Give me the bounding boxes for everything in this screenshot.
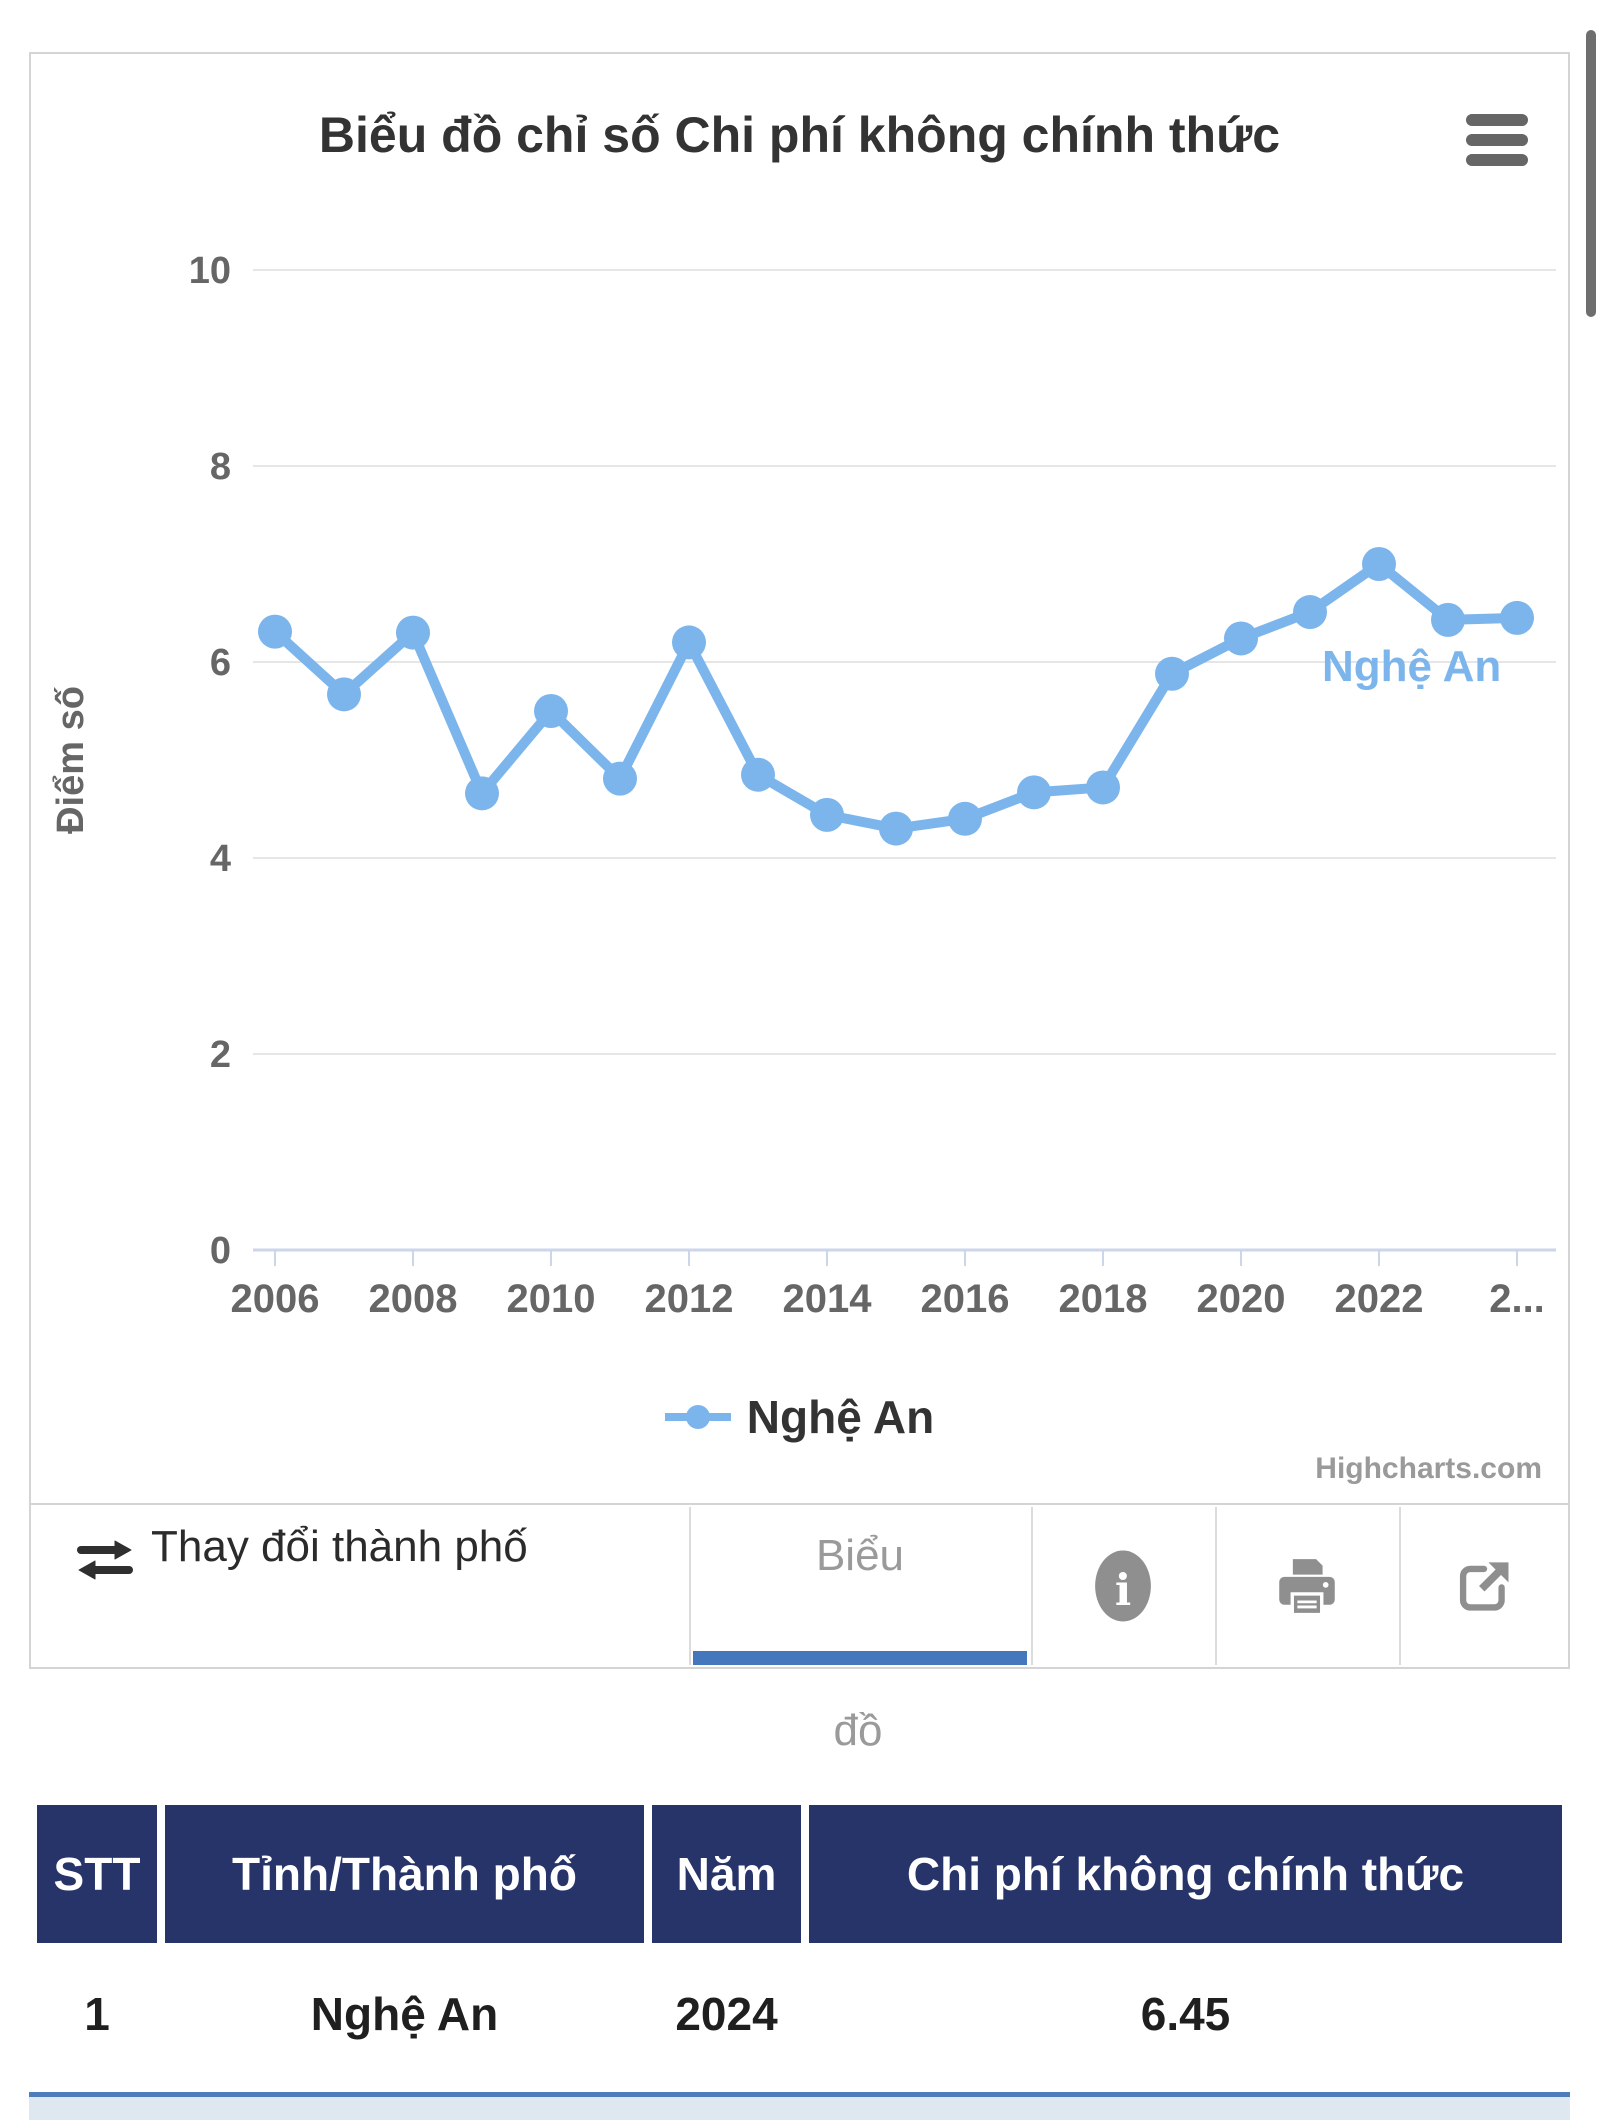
x-axis-label: 2010 [507, 1277, 596, 1321]
legend-label: Nghệ An [746, 1391, 935, 1443]
x-axis-label: 2... [1489, 1277, 1545, 1321]
data-point[interactable] [534, 694, 568, 728]
tab-active-underline [693, 1651, 1027, 1665]
series-label: Nghệ An [1322, 642, 1502, 691]
table-row: 1 Nghệ An 2024 6.45 [37, 1943, 1563, 2085]
scrollbar-thumb[interactable] [1586, 30, 1596, 317]
header-cell: STT [37, 1805, 157, 1943]
data-point[interactable] [465, 776, 499, 811]
tab-label: Biểu [815, 1531, 905, 1580]
toolbar-divider [689, 1507, 691, 1665]
chart-card: 0 2 4 6 8 10 2006 2008 2010 2012 2014 2016 2018 2020 2… [29, 52, 1570, 1503]
data-point[interactable] [1293, 595, 1327, 630]
table-cell: 2024 [652, 1943, 801, 2085]
bottom-band [29, 2097, 1570, 2120]
data-point[interactable] [327, 677, 361, 712]
y-axis-label: 8 [210, 446, 231, 488]
highcharts-credit[interactable]: Highcharts.com [1315, 1452, 1542, 1485]
chart-title: Biểu đồ chỉ số Chi phí không chính thức [318, 107, 1281, 163]
y-axis-label: 2 [210, 1034, 231, 1076]
tab-label-overflow: đồ [833, 1706, 883, 1755]
toolbar: Thay đổi thành phố Biểu i [29, 1503, 1570, 1669]
data-point[interactable] [1224, 621, 1258, 656]
data-point[interactable] [1431, 602, 1465, 637]
tab-bieu-do[interactable]: Biểu [689, 1505, 1031, 1667]
bottom-divider-line [29, 2092, 1570, 2097]
data-point[interactable] [1155, 656, 1189, 691]
data-point[interactable] [672, 625, 706, 660]
change-city-button[interactable]: Thay đổi thành phố [31, 1505, 689, 1667]
hamburger-icon [1466, 114, 1528, 166]
data-point[interactable] [741, 757, 775, 792]
data-point[interactable] [258, 614, 292, 649]
external-link-icon [1459, 1562, 1508, 1611]
data-point[interactable] [879, 811, 913, 846]
legend-marker-icon [664, 1405, 731, 1429]
y-axis-label: 10 [189, 250, 231, 292]
data-point[interactable] [948, 801, 982, 836]
info-button[interactable]: i [1031, 1505, 1215, 1667]
data-point[interactable] [1362, 547, 1396, 581]
table-cell: Nghệ An [165, 1943, 644, 2085]
y-axis-title: Điểm số [50, 686, 92, 834]
y-axis-label: 4 [210, 838, 231, 880]
data-point[interactable] [1500, 600, 1534, 635]
toolbar-divider [1215, 1507, 1217, 1665]
data-point[interactable] [396, 615, 430, 650]
header-cell: Tỉnh/Thành phố [165, 1805, 644, 1943]
swap-arrows-icon [77, 1540, 133, 1580]
table-cell: 6.45 [809, 1943, 1562, 2085]
y-axis-label: 6 [210, 642, 231, 684]
table-header-row: STT Tỉnh/Thành phố Năm Chi phí không chính … [37, 1805, 1563, 1943]
x-axis-label: 2012 [645, 1277, 734, 1321]
x-axis-label: 2022 [1335, 1277, 1424, 1321]
change-city-label: Thay đổi thành phố [151, 1522, 528, 1571]
x-axis-label: 2016 [921, 1277, 1010, 1321]
header-cell: Năm [652, 1805, 801, 1943]
toolbar-divider [1031, 1507, 1033, 1665]
x-axis-label: 2006 [231, 1277, 320, 1321]
data-point[interactable] [603, 761, 637, 796]
x-axis-label: 2018 [1059, 1277, 1148, 1321]
table-cell: 1 [37, 1943, 157, 2085]
x-axis-label: 2020 [1197, 1277, 1286, 1321]
data-point[interactable] [1086, 770, 1120, 805]
data-point[interactable] [810, 797, 844, 832]
print-icon [1279, 1559, 1335, 1613]
info-icon: i [1095, 1550, 1151, 1622]
x-axis-label: 2014 [783, 1277, 873, 1321]
svg-text:i: i [1115, 1566, 1131, 1616]
data-point[interactable] [1017, 775, 1051, 810]
data-table: STT Tỉnh/Thành phố Năm Chi phí không chính … [37, 1805, 1563, 2085]
chart-menu-button[interactable] [1466, 114, 1528, 170]
toolbar-divider [1399, 1507, 1401, 1665]
export-button[interactable] [1399, 1505, 1568, 1667]
chart-plot: 0 2 4 6 8 10 2006 2008 2010 2012 2014 2016 2018 2020 2… [50, 250, 1556, 1321]
print-button[interactable] [1215, 1505, 1399, 1667]
header-cell: Chi phí không chính thức [809, 1805, 1562, 1943]
legend: Nghệ An [31, 1390, 1568, 1444]
series-line [270, 559, 1522, 834]
legend-item[interactable]: Nghệ An [664, 1390, 935, 1444]
x-axis-label: 2008 [369, 1277, 458, 1321]
y-axis-label: 0 [210, 1230, 231, 1272]
